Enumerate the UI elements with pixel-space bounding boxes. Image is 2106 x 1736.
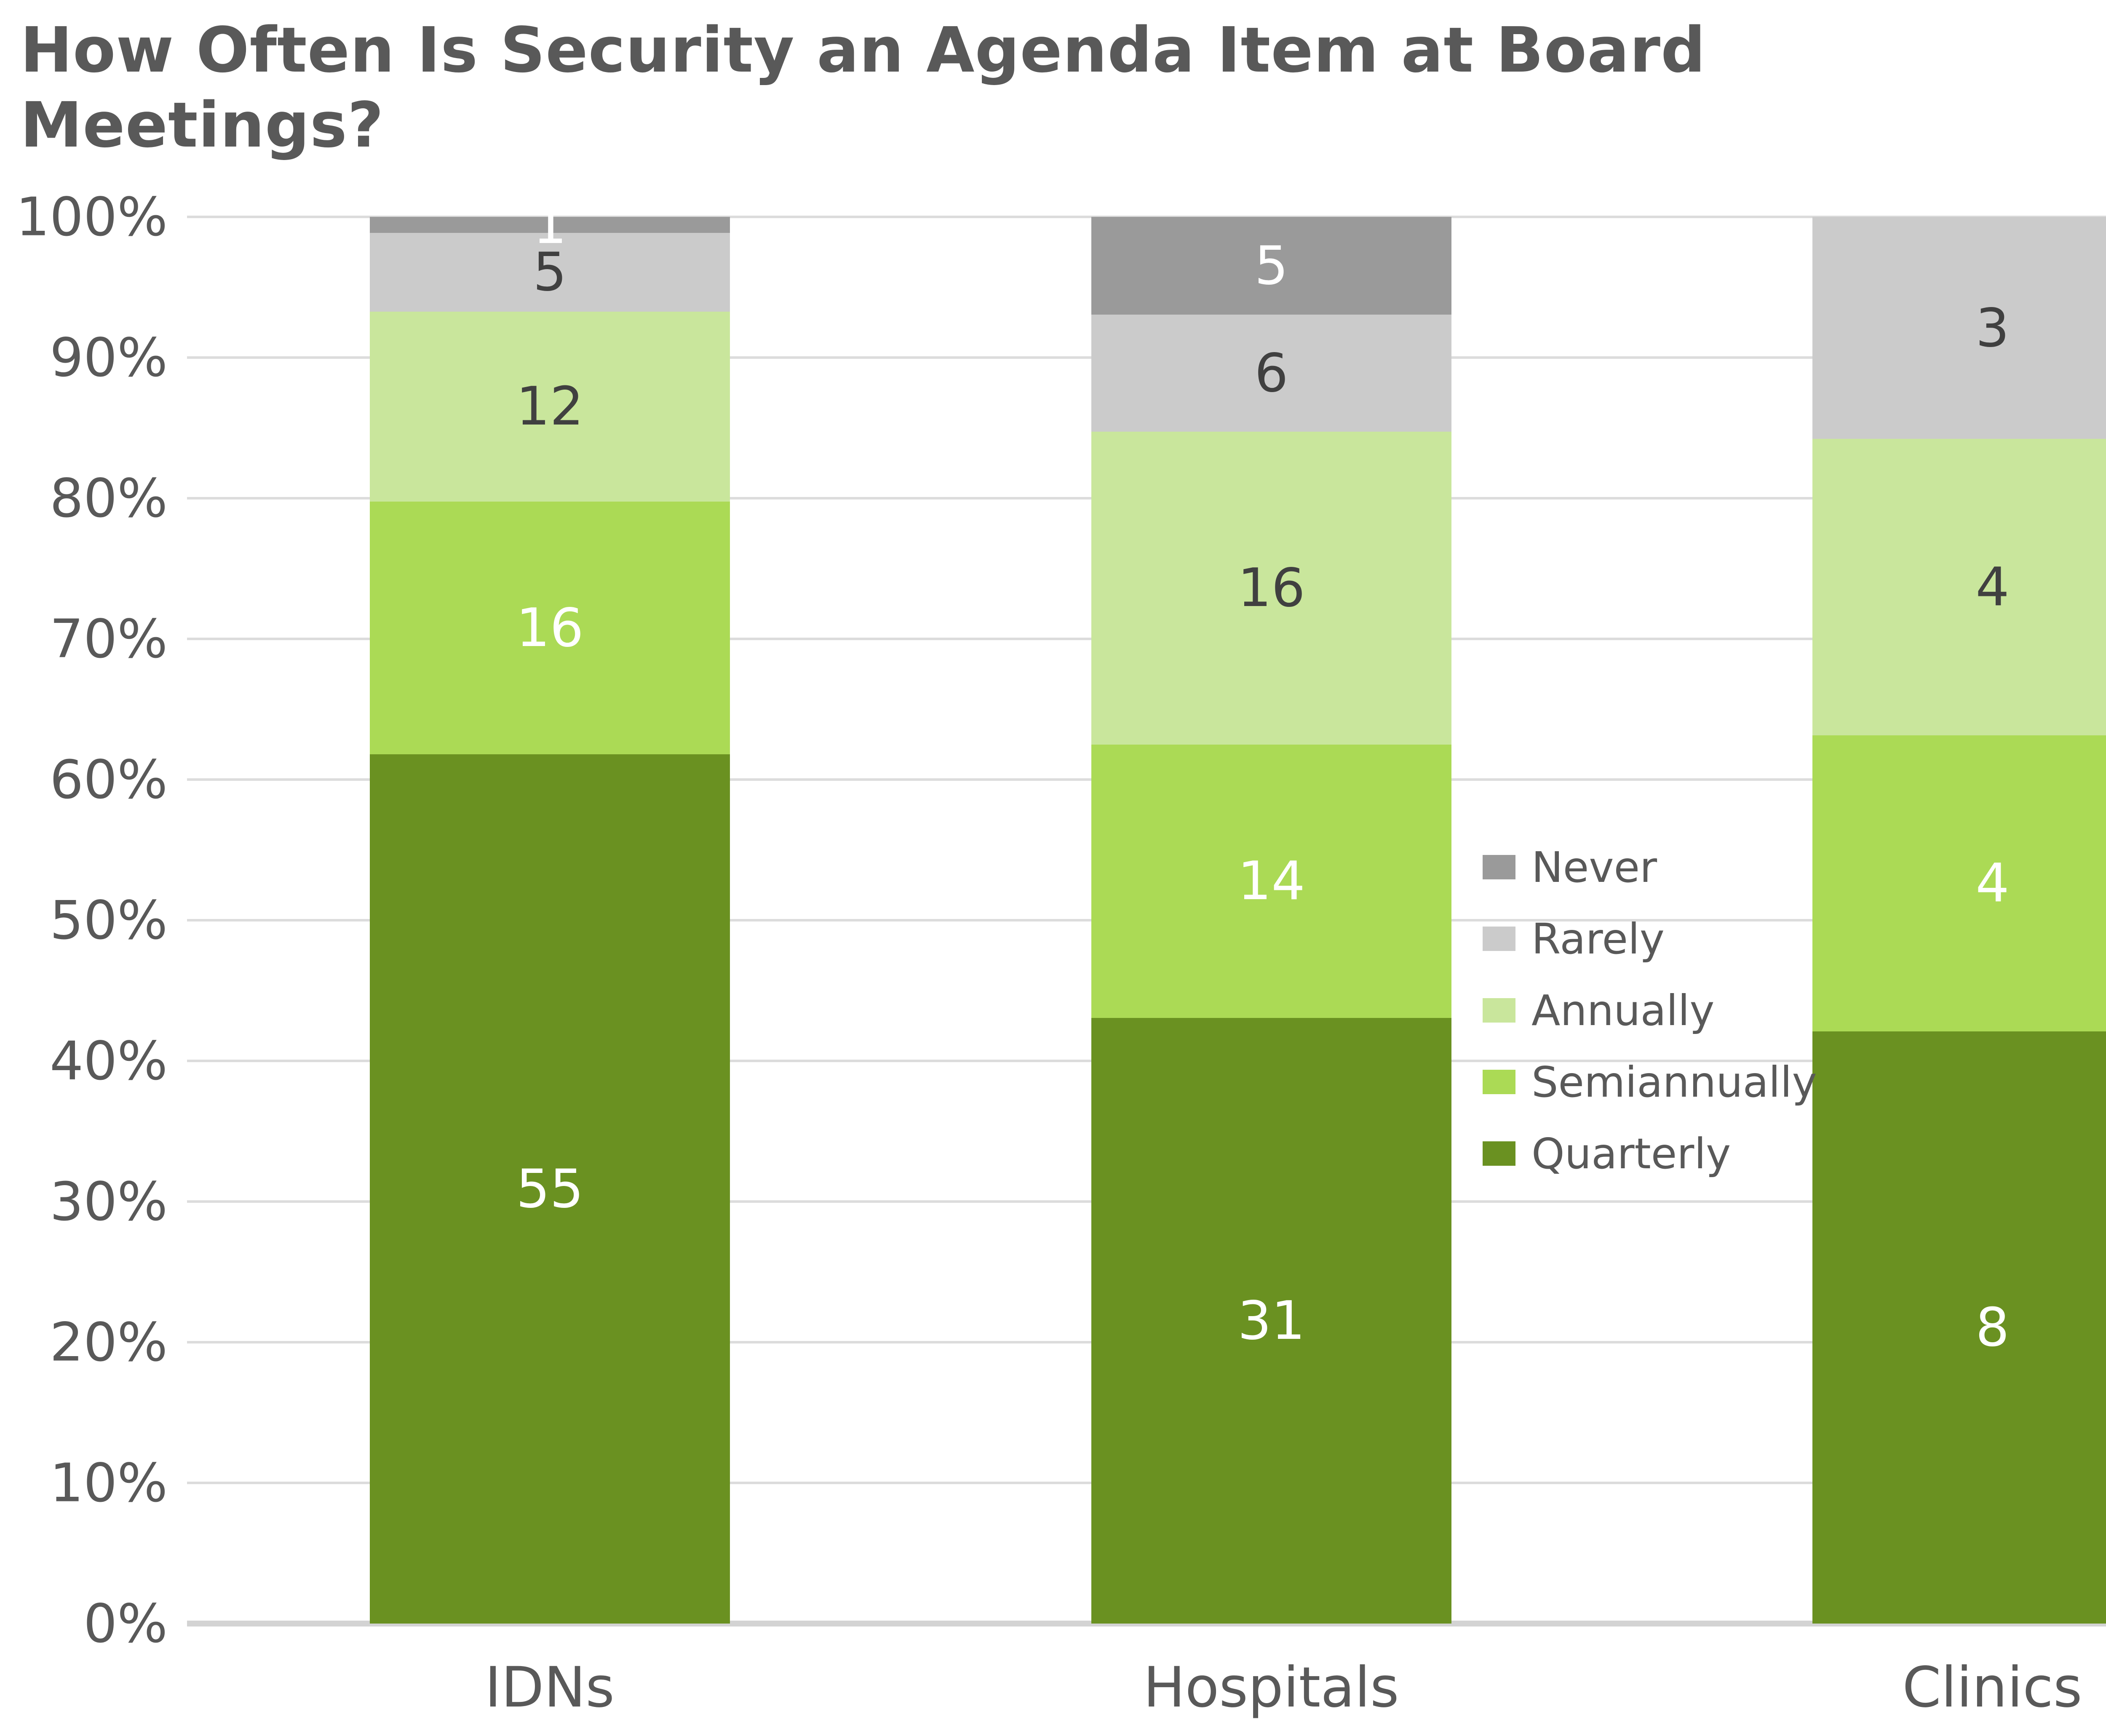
value-label-idns-annually: 12	[516, 375, 584, 438]
legend-item-annually: Annually	[1483, 975, 1817, 1046]
chart-title: How Often Is Security an Agenda Item at …	[20, 13, 1706, 163]
legend-item-quarterly: Quarterly	[1483, 1118, 1817, 1189]
segment-clinics-annually: 4	[1812, 439, 2106, 735]
legend: Never Rarely Annually Semiannually Quarterly	[1483, 831, 1817, 1189]
segment-idns-quarterly: 55	[370, 754, 730, 1624]
segment-idns-rarely: 5	[370, 232, 730, 312]
y-tick-label-60%: 60%	[49, 748, 168, 811]
segment-clinics-quarterly: 8	[1812, 1031, 2106, 1624]
value-label-hospitals-never: 5	[1254, 235, 1288, 296]
legend-swatch-annually-icon	[1483, 998, 1515, 1023]
chart-title-line-2: Meetings?	[20, 89, 384, 161]
segment-idns-semiannually: 16	[370, 501, 730, 754]
segment-hospitals-rarely: 6	[1091, 314, 1451, 432]
y-tick-label-80%: 80%	[49, 467, 168, 529]
segment-clinics-rarely: 3	[1812, 217, 2106, 439]
legend-swatch-rarely-icon	[1483, 927, 1515, 951]
bar-clinics: 8 4 4 3	[1812, 217, 2106, 1624]
x-label-clinics: Clinics	[1902, 1655, 2082, 1720]
y-tick-label-10%: 10%	[49, 1452, 168, 1514]
value-label-clinics-annually: 4	[1975, 556, 2010, 618]
value-label-hospitals-annually: 16	[1237, 557, 1305, 619]
x-label-idns: IDNs	[484, 1655, 615, 1720]
value-label-idns-semiannually: 16	[516, 596, 584, 659]
legend-swatch-semiannually-icon	[1483, 1070, 1515, 1094]
legend-item-never: Never	[1483, 831, 1817, 903]
legend-label-annually: Annually	[1531, 986, 1715, 1035]
legend-swatch-never-icon	[1483, 855, 1515, 879]
gridline-100%	[187, 216, 2106, 218]
y-tick-label-90%: 90%	[49, 326, 168, 389]
segment-idns-annually: 12	[370, 312, 730, 502]
segment-hospitals-annually: 16	[1091, 432, 1451, 745]
bar-hospitals: 31 14 16 6 5	[1091, 217, 1451, 1624]
value-label-idns-quarterly: 55	[516, 1157, 584, 1220]
value-label-clinics-quarterly: 8	[1975, 1296, 2010, 1358]
legend-label-quarterly: Quarterly	[1531, 1129, 1731, 1178]
y-tick-label-30%: 30%	[49, 1170, 168, 1233]
legend-item-semiannually: Semiannually	[1483, 1046, 1817, 1118]
bar-idns: 55 16 12 5 1	[370, 197, 730, 1624]
y-tick-label-40%: 40%	[49, 1030, 168, 1092]
segment-hospitals-semiannually: 14	[1091, 744, 1451, 1018]
segment-hospitals-never: 5	[1091, 217, 1451, 315]
y-tick-label-0%: 0%	[83, 1592, 168, 1655]
legend-label-semiannually: Semiannually	[1531, 1057, 1817, 1107]
chart-title-line-1: How Often Is Security an Agenda Item at …	[20, 14, 1706, 86]
value-label-idns-rarely: 5	[533, 241, 567, 303]
y-tick-label-50%: 50%	[49, 889, 168, 951]
value-label-idns-never: 1	[533, 193, 567, 256]
segment-idns-never: 1	[370, 197, 730, 252]
value-label-clinics-semiannually: 4	[1975, 852, 2010, 914]
segment-hospitals-quarterly: 31	[1091, 1018, 1451, 1624]
value-label-hospitals-quarterly: 31	[1237, 1289, 1305, 1351]
segment-clinics-semiannually: 4	[1812, 735, 2106, 1031]
legend-swatch-quarterly-icon	[1483, 1141, 1515, 1166]
value-label-hospitals-semiannually: 14	[1237, 850, 1305, 912]
value-label-clinics-rarely: 3	[1975, 296, 2010, 359]
legend-item-rarely: Rarely	[1483, 903, 1817, 975]
x-label-hospitals: Hospitals	[1143, 1655, 1399, 1720]
legend-label-never: Never	[1531, 842, 1657, 892]
value-label-hospitals-rarely: 6	[1254, 342, 1288, 404]
y-tick-label-20%: 20%	[49, 1311, 168, 1373]
y-tick-label-100%: 100%	[16, 186, 168, 248]
y-tick-label-70%: 70%	[49, 608, 168, 670]
legend-label-rarely: Rarely	[1531, 914, 1665, 964]
